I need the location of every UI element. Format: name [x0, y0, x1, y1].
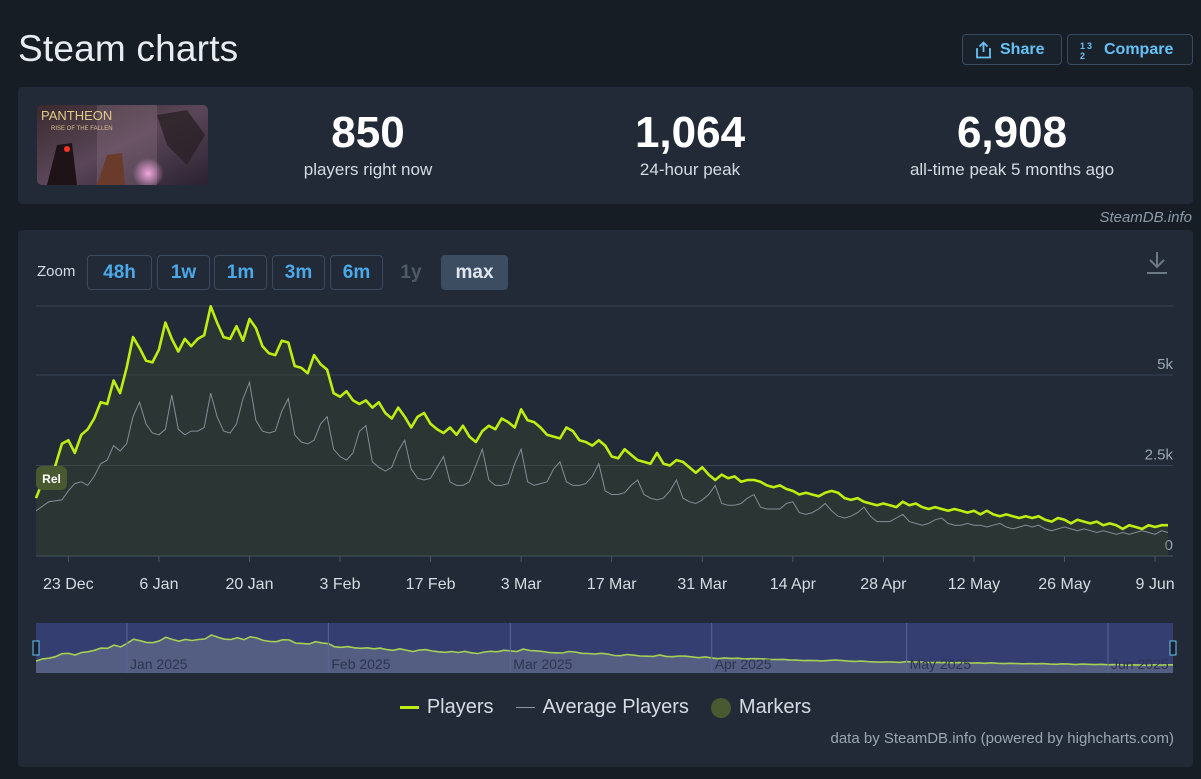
- compare-button-label: Compare: [1104, 40, 1174, 58]
- y-tick-label: 0: [1165, 537, 1173, 554]
- y-tick-label: 2.5k: [1145, 447, 1174, 464]
- legend-item-markers[interactable]: Markers: [710, 696, 812, 719]
- navigator-selection: [36, 623, 1173, 673]
- stat-value: 6,908: [956, 108, 1068, 157]
- svg-text:2: 2: [1080, 51, 1085, 60]
- legend-players-swatch: [399, 706, 419, 709]
- x-tick-label: 6 Jan: [139, 576, 178, 593]
- grid-lines: [36, 305, 1173, 562]
- navigator-label: May 2025: [910, 656, 972, 672]
- zoom-label: Zoom: [37, 263, 76, 280]
- steamdb-credit-link[interactable]: SteamDB.info: [1099, 209, 1192, 226]
- svg-text:3: 3: [1087, 41, 1092, 51]
- chart-panel: Zoom 48h 1w 1m 3m 6m 1y max 0 2.5k 5k 23 D…: [18, 230, 1193, 767]
- x-tick-label: 9 Jun: [1135, 576, 1174, 593]
- stat-label: players right now: [303, 160, 433, 179]
- legend-markers-swatch: [710, 697, 731, 718]
- marker-label: Rel: [42, 472, 61, 486]
- stat-24h-peak: 1,064 24-hour peak: [600, 109, 780, 180]
- x-tick-label: 14 Apr: [770, 576, 817, 593]
- stat-label: all-time peak 5 months ago: [909, 160, 1115, 179]
- share-icon: [975, 40, 992, 59]
- players-area: [36, 306, 1168, 556]
- legend-item-players[interactable]: Players: [399, 696, 494, 719]
- zoom-48h-button[interactable]: 48h: [87, 255, 152, 290]
- markers-group: Rel: [36, 466, 67, 490]
- zoom-max-button[interactable]: max: [441, 255, 508, 290]
- zoom-1y-button[interactable]: 1y: [400, 261, 422, 283]
- navigator-line: [35, 634, 1173, 667]
- navigator-label: Jan 2025: [130, 656, 188, 672]
- highcharts-credit[interactable]: data by SteamDB.info (powered by highcha…: [830, 730, 1175, 747]
- share-button[interactable]: Share: [962, 34, 1062, 65]
- marker-badge: [36, 466, 67, 490]
- legend-average-swatch: [515, 707, 535, 708]
- capsule-logo-subtitle: RISE OF THE FALLEN: [51, 126, 113, 132]
- stat-value: 1,064: [634, 108, 746, 157]
- x-tick-label: 26 May: [1038, 576, 1090, 593]
- navigator-label: Feb 2025: [331, 656, 390, 672]
- page-title: Steam charts: [18, 28, 239, 69]
- zoom-1w-button[interactable]: 1w: [157, 255, 210, 290]
- zoom-1m-button[interactable]: 1m: [214, 255, 267, 290]
- y-tick-label: 5k: [1157, 356, 1173, 373]
- chart-legend: Players Average Players Markers: [18, 696, 1193, 719]
- average-players-line: [35, 380, 1169, 535]
- player-count-chart[interactable]: 0 2.5k 5k 23 Dec 6 Jan 20 Jan 3 Feb 17 Feb 3 Ma…: [18, 230, 1193, 680]
- stat-current-players: 850 players right now: [278, 109, 458, 180]
- navigator-handle-left: [32, 640, 40, 656]
- x-tick-label: 31 Mar: [677, 576, 727, 593]
- share-button-label: Share: [1000, 40, 1045, 58]
- x-tick-label: 17 Feb: [406, 576, 456, 593]
- stat-all-time-peak: 6,908 all-time peak 5 months ago: [872, 109, 1152, 180]
- x-tick-label: 12 May: [948, 576, 1000, 593]
- x-tick-label: 17 Mar: [587, 576, 637, 593]
- navigator-handle-right: [1169, 640, 1177, 656]
- x-tick-label: 20 Jan: [225, 576, 273, 593]
- zoom-3m-button[interactable]: 3m: [272, 255, 325, 290]
- x-tick-label: 23 Dec: [43, 576, 94, 593]
- navigator: Jan 2025 Feb 2025 Mar 2025 Apr 2025 May 2025…: [32, 623, 1177, 673]
- capsule-logo-text: PANTHEON: [41, 108, 112, 123]
- stat-value: 850: [331, 108, 405, 157]
- navigator-label: Mar 2025: [513, 656, 572, 672]
- download-icon[interactable]: [1145, 250, 1169, 281]
- legend-label: Markers: [738, 696, 812, 718]
- x-tick-label: 3 Mar: [501, 576, 543, 593]
- stat-label: 24-hour peak: [639, 160, 741, 179]
- navigator-label: Jun 2025: [1111, 656, 1169, 672]
- y-axis-labels: 0 2.5k 5k: [1145, 356, 1174, 554]
- x-tick-label: 28 Apr: [860, 576, 907, 593]
- navigator-label: Apr 2025: [715, 656, 772, 672]
- legend-item-average-players[interactable]: Average Players: [515, 696, 689, 719]
- release-marker: Rel: [36, 466, 67, 490]
- zoom-6m-button[interactable]: 6m: [330, 255, 383, 290]
- x-tick-label: 3 Feb: [320, 576, 361, 593]
- legend-label: Players: [426, 696, 494, 718]
- x-axis-labels: 23 Dec 6 Jan 20 Jan 3 Feb 17 Feb 3 Mar 17 Mar 3…: [43, 576, 1175, 593]
- legend-label: Average Players: [542, 696, 689, 718]
- game-capsule-image[interactable]: PANTHEON RISE OF THE FALLEN: [37, 105, 208, 185]
- stats-panel: PANTHEON RISE OF THE FALLEN 850 players …: [18, 87, 1193, 204]
- svg-text:1: 1: [1080, 41, 1085, 51]
- players-line: [34, 305, 1168, 531]
